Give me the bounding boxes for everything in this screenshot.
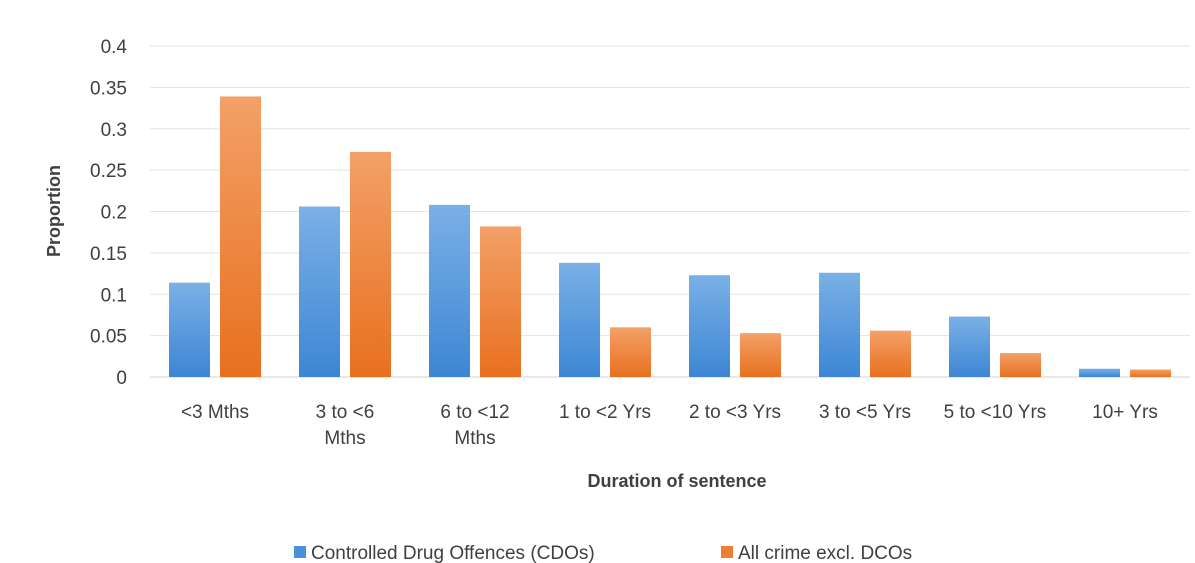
x-tick-label: 5 to <10 Yrs bbox=[944, 402, 1047, 423]
y-tick-label: 0.2 bbox=[101, 203, 127, 224]
y-axis-title: Proportion bbox=[44, 165, 64, 257]
x-tick-label: 1 to <2 Yrs bbox=[559, 402, 651, 423]
bar-series-1-cat-2 bbox=[480, 226, 521, 377]
bar-series-0-cat-2 bbox=[429, 204, 470, 377]
bar-series-1-cat-1 bbox=[350, 151, 391, 377]
legend-swatch-0 bbox=[294, 546, 306, 558]
y-axis-tick-labels: 0 0.05 0.1 0.15 0.2 0.25 0.3 0.35 0.4 bbox=[90, 37, 127, 389]
legend-swatch-1 bbox=[721, 546, 733, 558]
x-axis-tick-labels: <3 Mths 3 to <6 Mths 6 to <12 Mths 1 to <2 Yr… bbox=[181, 402, 1158, 449]
x-tick-label: 3 to <6 Mths bbox=[316, 402, 375, 449]
x-tick-label: 3 to <5 Yrs bbox=[819, 402, 911, 423]
bar-series-0-cat-0 bbox=[169, 282, 210, 377]
x-tick-label: <3 Mths bbox=[181, 402, 249, 423]
bars bbox=[169, 96, 1171, 377]
bar-series-1-cat-4 bbox=[740, 333, 781, 377]
y-tick-label: 0.3 bbox=[101, 120, 127, 141]
bar-series-0-cat-3 bbox=[559, 262, 600, 377]
bar-series-0-cat-4 bbox=[689, 275, 730, 377]
y-tick-label: 0.1 bbox=[101, 285, 127, 306]
bar-series-1-cat-0 bbox=[220, 96, 261, 377]
y-tick-label: 0.25 bbox=[90, 161, 127, 182]
bar-series-1-cat-5 bbox=[870, 330, 911, 377]
y-tick-label: 0 bbox=[116, 368, 127, 389]
y-tick-label: 0.15 bbox=[90, 244, 127, 265]
bar-series-1-cat-6 bbox=[1000, 353, 1041, 377]
y-tick-label: 0.35 bbox=[90, 78, 127, 99]
bar-series-0-cat-5 bbox=[819, 272, 860, 377]
legend-label-1: All crime excl. DCOs bbox=[738, 543, 912, 563]
bar-series-0-cat-7 bbox=[1079, 368, 1120, 377]
bar-series-1-cat-7 bbox=[1130, 369, 1171, 377]
bar-series-0-cat-6 bbox=[949, 316, 990, 377]
y-tick-label: 0.4 bbox=[101, 37, 128, 58]
x-axis-title: Duration of sentence bbox=[587, 471, 766, 491]
x-tick-label: 2 to <3 Yrs bbox=[689, 402, 781, 423]
x-tick-label: 6 to <12 Mths bbox=[440, 402, 509, 449]
y-tick-label: 0.05 bbox=[90, 327, 127, 348]
legend-label-0: Controlled Drug Offences (CDOs) bbox=[311, 543, 595, 563]
bar-series-0-cat-1 bbox=[299, 206, 340, 377]
bar-series-1-cat-3 bbox=[610, 327, 651, 377]
x-tick-label: 10+ Yrs bbox=[1092, 402, 1158, 423]
legend: Controlled Drug Offences (CDOs) All crime… bbox=[294, 543, 912, 563]
